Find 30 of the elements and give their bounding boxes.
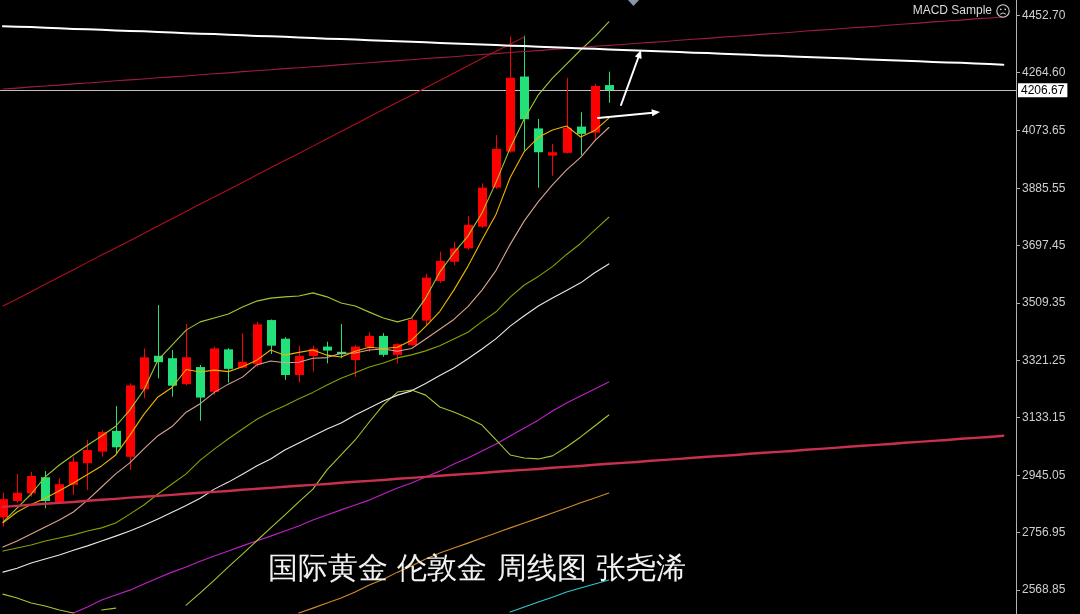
- candlestick: [26, 471, 37, 498]
- candlestick: [547, 143, 558, 177]
- annotation: MACD Sample: [912, 3, 992, 18]
- candlestick: [364, 331, 375, 353]
- candlestick: [40, 470, 51, 509]
- candlestick: [97, 429, 108, 458]
- y-tick-label: 2945.05: [1022, 467, 1066, 482]
- candlestick: [0, 492, 9, 528]
- y-tick-label: 3509.35: [1022, 295, 1066, 310]
- y-tick-label: 2756.95: [1022, 525, 1066, 540]
- candlestick: [12, 473, 23, 504]
- candlestick: [322, 341, 333, 364]
- ref-line-label: 4206.67: [1021, 83, 1065, 98]
- y-tick-label: 3885.55: [1022, 180, 1066, 195]
- y-tick-label: 4264.60: [1022, 65, 1066, 79]
- y-tick-label: 3133.15: [1022, 410, 1066, 425]
- y-tick-label: 4073.65: [1022, 123, 1066, 138]
- candlestick: [294, 345, 305, 383]
- candlestick: [82, 439, 93, 491]
- candlestick: [533, 118, 544, 189]
- candlestick: [68, 456, 79, 496]
- y-tick-label: 3321.25: [1022, 352, 1066, 367]
- candlestick: [604, 71, 615, 104]
- y-tick-label: 2568.85: [1022, 582, 1066, 597]
- candlestick: [54, 477, 65, 504]
- y-tick-label: 3697.45: [1022, 238, 1066, 253]
- candlestick: [111, 405, 122, 454]
- candlestick: [576, 111, 587, 156]
- candlestick: [223, 347, 234, 384]
- y-tick-label: 4452.70: [1022, 7, 1066, 22]
